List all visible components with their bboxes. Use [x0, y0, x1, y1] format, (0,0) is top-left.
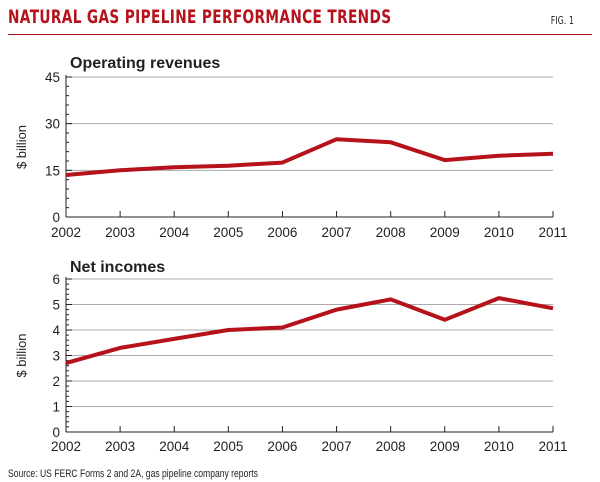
y-tick-label: 6 [52, 272, 60, 287]
y-tick-label: 45 [45, 70, 60, 85]
y-tick-label: 3 [52, 349, 60, 364]
x-tick-label: 2010 [484, 225, 514, 240]
x-tick-label: 2004 [159, 439, 190, 454]
x-tick-label: 2002 [51, 439, 81, 454]
x-tick-label: 2009 [430, 439, 460, 454]
y-tick-label: 1 [52, 400, 60, 415]
y-tick-label: 0 [52, 210, 60, 225]
x-tick-label: 2007 [322, 225, 352, 240]
y-tick-label: 15 [45, 163, 60, 178]
x-tick-label: 2003 [105, 225, 135, 240]
chart-title: Net incomes [70, 259, 165, 276]
x-tick-label: 2010 [484, 439, 514, 454]
chart-title: Operating revenues [70, 55, 220, 72]
x-tick-label: 2008 [376, 439, 406, 454]
x-tick-label: 2003 [105, 439, 135, 454]
y-tick-label: 2 [52, 374, 60, 389]
x-tick-label: 2004 [159, 225, 190, 240]
title-divider [8, 34, 592, 35]
inc-series-line [65, 296, 554, 366]
figure-number: FIG. 1 [550, 14, 574, 27]
net-incomes-chart: Net incomes $ billion 0 1 2 3 4 5 6 2002 2003 2004 2… [14, 259, 568, 454]
x-tick-label: 2005 [213, 439, 243, 454]
y-axis-label: $ billion [14, 333, 29, 377]
y-tick-label: 30 [45, 117, 60, 132]
x-tick-label: 2006 [267, 225, 297, 240]
x-tick-label: 2008 [376, 225, 406, 240]
x-tick-label: 2009 [430, 225, 460, 240]
y-tick-label: 4 [52, 323, 60, 338]
x-tick-label: 2007 [322, 439, 352, 454]
y-tick-label: 5 [52, 298, 60, 313]
x-tick-label: 2011 [538, 439, 567, 454]
x-tick-label: 2006 [267, 439, 297, 454]
operating-revenues-chart: Operating revenues $ billion 0 15 30 45 2002 20… [14, 55, 568, 240]
y-axis-label: $ billion [14, 125, 29, 169]
y-tick-label: 0 [52, 425, 60, 440]
x-tick-label: 2011 [538, 225, 567, 240]
source-note: Source: US FERC Forms 2 and 2A, gas pipe… [8, 468, 258, 480]
x-tick-label: 2002 [51, 225, 81, 240]
x-tick-label: 2005 [213, 225, 243, 240]
figure-title: NATURAL GAS PIPELINE PERFORMANCE TRENDS [8, 6, 392, 28]
rev-series-line [65, 137, 554, 177]
